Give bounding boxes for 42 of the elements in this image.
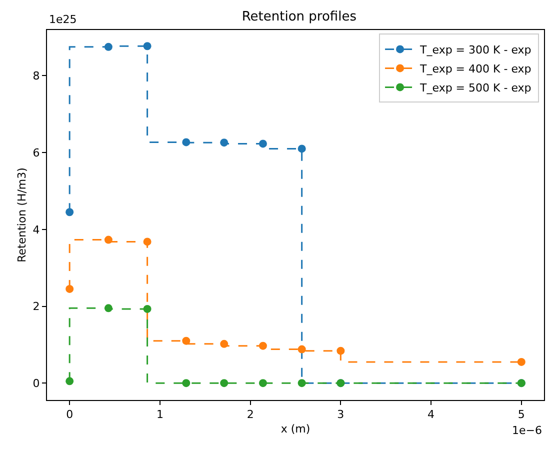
y-tick-label: 4 <box>32 223 40 236</box>
point <box>182 379 190 388</box>
point <box>66 377 74 386</box>
point <box>66 284 74 293</box>
legend-label: T_exp = 400 K - exp <box>419 62 532 76</box>
x-tick-label: 5 <box>518 408 525 422</box>
point <box>182 336 190 345</box>
point <box>143 42 152 50</box>
text: 1e25 <box>49 13 77 26</box>
x-tick-label: 2 <box>246 408 254 422</box>
point <box>104 42 112 51</box>
point <box>143 304 152 313</box>
x-axis-title: x (m) <box>280 422 310 436</box>
point <box>258 342 267 350</box>
legend-label: T_exp = 500 K - exp <box>419 81 532 94</box>
y-tick-label: 8 <box>32 70 40 83</box>
point <box>298 345 306 354</box>
point <box>258 379 267 388</box>
x-tick-label: 4 <box>428 408 435 422</box>
point <box>66 208 74 216</box>
point <box>298 144 306 153</box>
point <box>143 238 152 246</box>
y-tick-label: 2 <box>32 300 40 314</box>
point <box>104 304 112 312</box>
point <box>104 236 112 244</box>
point <box>298 379 306 388</box>
point <box>220 379 228 388</box>
point <box>336 346 345 355</box>
point <box>258 140 267 148</box>
y-tick-label: 0 <box>32 376 40 390</box>
point <box>182 138 190 146</box>
point <box>220 340 228 348</box>
text: 1e−6 <box>512 424 542 437</box>
point <box>220 138 228 147</box>
x-tick-label: 0 <box>66 408 74 422</box>
y-tick-label: 6 <box>32 146 40 160</box>
x-tick-label: 3 <box>337 408 344 422</box>
point <box>517 358 526 366</box>
legend-label: T_exp = 300 K - exp <box>419 43 532 56</box>
chart-title: Retention profiles <box>242 9 357 24</box>
y-axis-title: Retention (H/m3) <box>15 168 28 262</box>
x-tick-label: 1 <box>156 408 164 422</box>
